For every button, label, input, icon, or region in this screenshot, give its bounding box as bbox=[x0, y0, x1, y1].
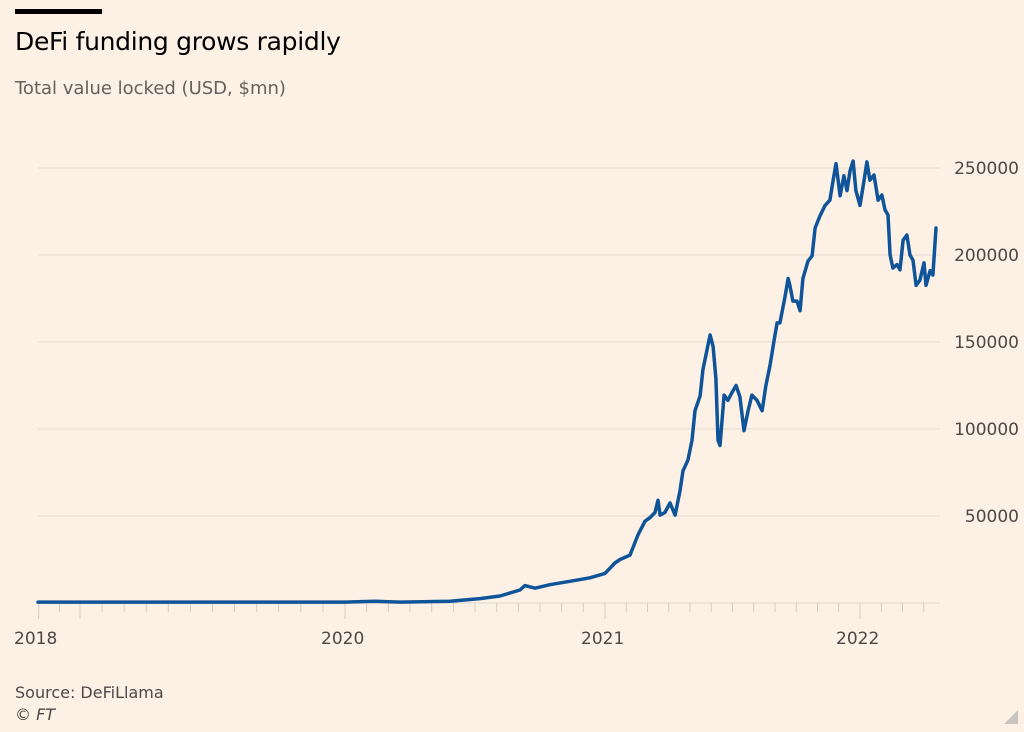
chart-title: DeFi funding grows rapidly bbox=[15, 27, 341, 56]
x-axis: 2018 2020 2021 2022 bbox=[14, 602, 940, 649]
series-line-total-value-locked bbox=[36, 159, 938, 604]
series-layer bbox=[36, 159, 938, 604]
y-axis: 50000 100000 150000 200000 250000 bbox=[954, 159, 1019, 527]
chart-subtitle: Total value locked (USD, $mn) bbox=[15, 78, 286, 99]
x-tick-label: 2022 bbox=[836, 629, 879, 649]
x-tick-label: 2020 bbox=[321, 629, 364, 649]
source-note: Source: DeFiLlama bbox=[15, 683, 164, 702]
y-tick-label: 150000 bbox=[954, 333, 1019, 353]
gridlines bbox=[38, 167, 940, 517]
x-tick-label: 2021 bbox=[581, 629, 624, 649]
copyright-note: © FT bbox=[15, 705, 56, 724]
y-tick-label: 50000 bbox=[965, 507, 1019, 527]
resize-corner-icon bbox=[1004, 710, 1018, 724]
y-tick-label: 250000 bbox=[954, 159, 1019, 179]
title-accent-bar bbox=[15, 9, 102, 14]
y-tick-label: 200000 bbox=[954, 246, 1019, 266]
y-tick-label: 100000 bbox=[954, 420, 1019, 440]
x-tick-label: 2018 bbox=[14, 629, 57, 649]
